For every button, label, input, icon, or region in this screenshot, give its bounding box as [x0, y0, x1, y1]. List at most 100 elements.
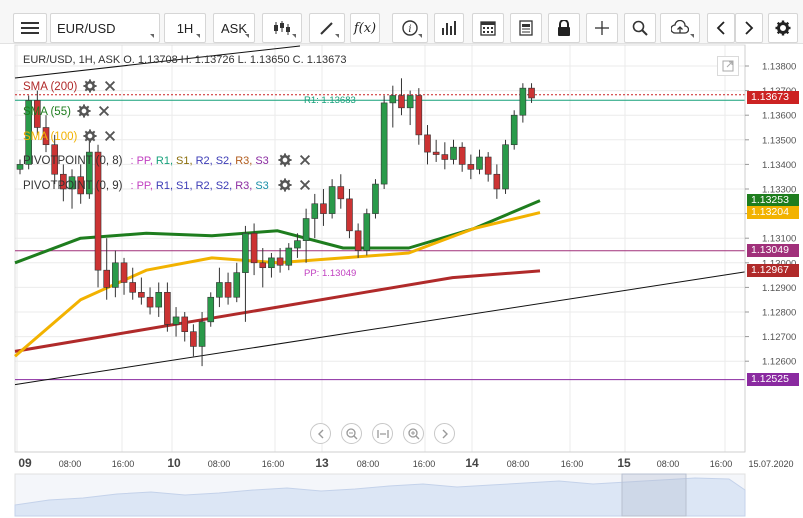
time-tick-label: 08:00: [208, 459, 231, 469]
settings-gear-icon[interactable]: [278, 153, 292, 167]
symbol-label: EUR/USD: [57, 21, 116, 36]
indicator-label: SMA (55): [23, 106, 71, 118]
price-tick-label: 1.13100: [762, 234, 796, 245]
close-icon[interactable]: [298, 153, 312, 167]
pivot-level-name: R3,: [235, 155, 253, 167]
time-tick-label: 08:00: [357, 459, 380, 469]
price-tick-label: 1.12900: [762, 283, 796, 294]
chevron-down-icon: [690, 34, 694, 38]
svg-text:i: i: [408, 24, 411, 35]
menu-button[interactable]: [13, 13, 47, 43]
candle-body: [172, 316, 180, 325]
calendar-button[interactable]: [472, 13, 504, 43]
indicators-button[interactable]: f(x): [350, 13, 380, 43]
candle-body: [86, 151, 93, 195]
scroll-left-button[interactable]: [707, 13, 735, 43]
settings-gear-icon[interactable]: [83, 79, 97, 93]
draw-line-icon: [320, 22, 333, 35]
price-tag: 1.12525: [747, 373, 799, 387]
expand-button[interactable]: [717, 56, 739, 76]
fit-button[interactable]: [372, 423, 393, 444]
symbol-selector[interactable]: EUR/USD: [50, 13, 160, 43]
draw-tool-button[interactable]: [309, 13, 345, 43]
candle-body: [233, 272, 241, 298]
candle-body: [120, 262, 128, 283]
arrow-right-icon: [745, 21, 754, 35]
candle-body: [476, 156, 483, 170]
upload-icon: [671, 20, 689, 34]
candle-body: [276, 257, 284, 266]
zoom-icon: [632, 20, 648, 36]
volume-button[interactable]: [434, 13, 464, 43]
chart-type-button[interactable]: [262, 13, 302, 43]
settings-gear-icon[interactable]: [83, 129, 97, 143]
candle-body: [68, 176, 76, 190]
candle-body: [190, 331, 197, 347]
candle-body: [389, 95, 397, 104]
chevron-down-icon: [335, 34, 339, 38]
time-tick-label: 09: [18, 456, 32, 470]
settings-gear-icon: [775, 20, 791, 36]
settings-gear-icon[interactable]: [278, 178, 292, 192]
pivot-level-name: S1,: [176, 155, 193, 167]
candle-body: [242, 232, 249, 273]
candle-body: [510, 114, 518, 146]
navigator-panel[interactable]: [14, 473, 746, 517]
calendar-icon: [480, 21, 496, 36]
close-icon[interactable]: [103, 79, 117, 93]
candle-body: [259, 262, 267, 269]
price-type-selector[interactable]: ASK: [213, 13, 255, 43]
candle-body: [354, 230, 362, 251]
share-button[interactable]: [660, 13, 700, 43]
indicator-fx-icon: f(x): [353, 20, 377, 36]
candle-body: [77, 176, 84, 195]
r1-level-label: R1: 1.13683: [304, 95, 356, 106]
timeframe-selector[interactable]: 1H: [164, 13, 206, 43]
crosshair-button[interactable]: [586, 13, 618, 43]
candle-body: [216, 282, 223, 298]
candle-body: [363, 213, 371, 251]
zoom-out-button[interactable]: [341, 423, 362, 444]
nav-left-button[interactable]: [310, 423, 331, 444]
close-icon[interactable]: [97, 104, 111, 118]
trend-lines: [14, 45, 746, 386]
candle-body: [138, 292, 145, 298]
time-tick-label: 16:00: [262, 459, 285, 469]
time-tick-label: 08:00: [59, 459, 82, 469]
price-tick-label: 1.13400: [762, 160, 796, 171]
pivot-label: PIVOTPOINT (0, 9): [23, 180, 123, 192]
pivot-level-name: S3: [255, 180, 269, 192]
lock-button[interactable]: [548, 13, 580, 43]
pivot-level-name: S3: [255, 155, 269, 167]
toolbar: EUR/USD 1H ASK f(x) i: [0, 0, 803, 44]
info-button[interactable]: i: [392, 13, 428, 43]
price-type-label: ASK: [220, 20, 247, 36]
candle-body: [484, 156, 492, 175]
candle-body: [398, 95, 405, 109]
news-button[interactable]: [510, 13, 542, 43]
candle-body: [493, 173, 501, 190]
price-chart[interactable]: 1.138001.137001.136001.135001.134001.133…: [0, 44, 803, 518]
time-tick-label: 14: [465, 456, 479, 470]
settings-button[interactable]: [768, 13, 798, 43]
candle-body: [34, 100, 41, 128]
candle-body: [181, 316, 189, 332]
sma-line: [14, 199, 541, 265]
pivot-legend: PIVOTPOINT (0, 9): PP, R1, S1, R2, S2, R3, S3: [23, 178, 312, 192]
zoom-button[interactable]: [624, 13, 656, 43]
settings-gear-icon[interactable]: [77, 104, 91, 118]
close-icon[interactable]: [298, 178, 312, 192]
time-tick-label: 08:00: [657, 459, 680, 469]
nav-right-button[interactable]: [434, 423, 455, 444]
time-axis[interactable]: 09 08:00 16:00 10 08:00 16:00 13 08:00 16:00 14 08…: [15, 451, 794, 470]
price-tick-label: 1.12600: [762, 357, 796, 368]
zoom-in-button[interactable]: [403, 423, 424, 444]
time-tick-label: 15.07.2020: [748, 459, 793, 469]
candle-body: [16, 164, 24, 170]
price-tag: 1.13204: [747, 206, 799, 220]
close-icon[interactable]: [103, 129, 117, 143]
time-tick-label: 16:00: [112, 459, 135, 469]
scroll-right-button[interactable]: [735, 13, 763, 43]
trend-line: [14, 271, 746, 386]
price-axis[interactable]: 1.138001.137001.136001.135001.134001.133…: [744, 45, 796, 452]
